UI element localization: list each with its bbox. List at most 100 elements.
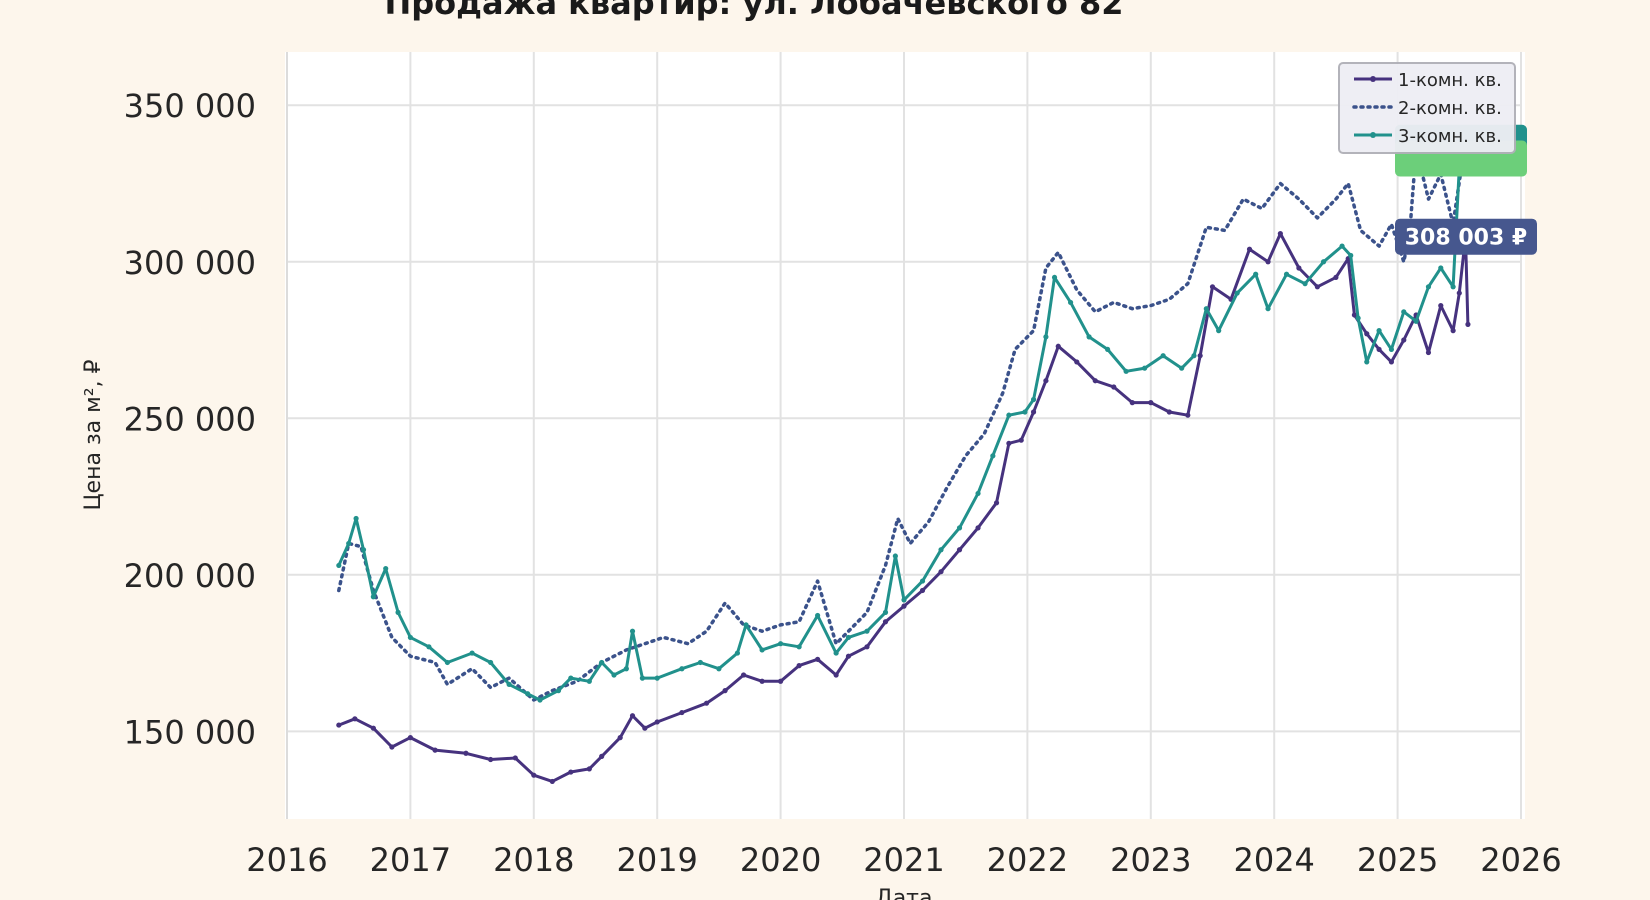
series-3-point (444, 659, 451, 666)
series-1-point (1364, 331, 1370, 337)
series-1-point (1376, 346, 1382, 353)
series-3-point (1105, 346, 1111, 353)
series-1-point (778, 678, 784, 684)
series-1-point (1314, 284, 1320, 290)
y-tick-label: 300 000 (124, 244, 256, 282)
series-3-point (383, 565, 389, 572)
series-1-point (389, 744, 395, 750)
series-1-point (1209, 284, 1216, 290)
series-3-point (1086, 334, 1092, 340)
series-1-point (993, 500, 1000, 506)
series-1-point (1055, 343, 1061, 349)
series-1-point (845, 653, 852, 659)
series-3-point (555, 688, 562, 694)
end-value-text: 308 003 ₽ (1405, 226, 1527, 251)
series-1-point (1148, 400, 1154, 406)
series-1-point (956, 547, 963, 553)
series-1-point (1425, 349, 1432, 356)
series-1-point (531, 772, 537, 778)
series-1-point (1296, 265, 1302, 271)
series-1-point (938, 569, 944, 575)
series-3-point (1234, 290, 1240, 296)
series-1-point (654, 719, 660, 725)
series-3-point (1339, 243, 1345, 249)
series-3-point (1438, 265, 1444, 271)
series-1-point (722, 688, 728, 694)
series-2-line (337, 147, 1464, 702)
series-1-point (740, 672, 747, 678)
series-3-point (901, 597, 907, 603)
series-1-point (1166, 409, 1172, 415)
series-1-point (703, 700, 710, 706)
x-tick-label: 2020 (740, 841, 821, 879)
series-3-point (892, 553, 898, 559)
series-1-point (488, 756, 494, 763)
x-tick-label: 2017 (370, 841, 451, 879)
series-3-point (1253, 271, 1259, 277)
x-tick-label: 2019 (616, 841, 697, 879)
x-tick-label: 2018 (493, 841, 574, 879)
series-1-point (549, 778, 555, 785)
x-axis-title: Дата (876, 886, 933, 900)
series-1-point (336, 722, 342, 728)
series-3-point (1364, 359, 1370, 365)
series-3-point (697, 659, 703, 666)
series-3-point (1203, 306, 1209, 312)
series-3-point (360, 547, 367, 553)
series-3-point (1043, 334, 1049, 340)
series-3-point (599, 659, 605, 666)
series-1-point (432, 747, 438, 753)
series-1-point (1092, 378, 1098, 384)
legend-label-2: 2-комн. кв. (1398, 98, 1502, 119)
series-3-point (1283, 271, 1290, 277)
series-3-point (1142, 365, 1148, 371)
series-1-point (512, 755, 518, 761)
series-1-point (568, 769, 574, 775)
series-3-point (716, 666, 722, 672)
series-1-point (975, 525, 981, 531)
series-3-point (743, 622, 749, 628)
series-1-point (901, 603, 907, 609)
series-3-point (938, 547, 944, 553)
series-3-point (370, 594, 376, 600)
series-3-point (488, 659, 494, 666)
series-1-point (617, 735, 623, 741)
series-3-point (407, 634, 413, 641)
series-1-point (1018, 437, 1024, 443)
series-3-point (346, 540, 352, 547)
series-1-point (864, 644, 870, 650)
grid-lines (286, 52, 1522, 819)
series-3-point (1179, 365, 1185, 371)
x-tick-label: 2024 (1233, 841, 1314, 879)
series-1-point (1333, 274, 1339, 281)
legend-label-1: 1-комн. кв. (1398, 70, 1502, 91)
series-3-point (796, 644, 802, 650)
series-1-point (1465, 321, 1471, 327)
series-3-point (1355, 315, 1361, 321)
series-3-point (1265, 306, 1271, 312)
series-3-point (990, 453, 996, 459)
legend-label-3: 3-комн. кв. (1398, 126, 1502, 147)
series-1-point (1265, 259, 1271, 265)
series-1-point (919, 587, 926, 594)
series-1-point (1450, 328, 1456, 334)
series-3-point (629, 628, 636, 634)
series-1-point (1074, 359, 1080, 365)
x-tick-label: 2023 (1110, 841, 1191, 879)
series-3-point (654, 675, 660, 681)
series-3-point (679, 666, 685, 672)
series-1-point (586, 766, 592, 772)
legend: 1-комн. кв. 2-комн. кв. 3-комн. кв. (1338, 62, 1516, 154)
y-tick-label: 200 000 (124, 557, 256, 595)
series-1-point (599, 753, 605, 759)
series-3-point (586, 678, 592, 684)
series-1-point (407, 735, 413, 741)
x-tick-label: 2022 (987, 841, 1068, 879)
series-1-point (370, 725, 376, 731)
series-3-point (975, 490, 981, 497)
series-3-point (1051, 274, 1058, 281)
series-3-point (778, 641, 784, 647)
series-1-point (352, 716, 358, 722)
